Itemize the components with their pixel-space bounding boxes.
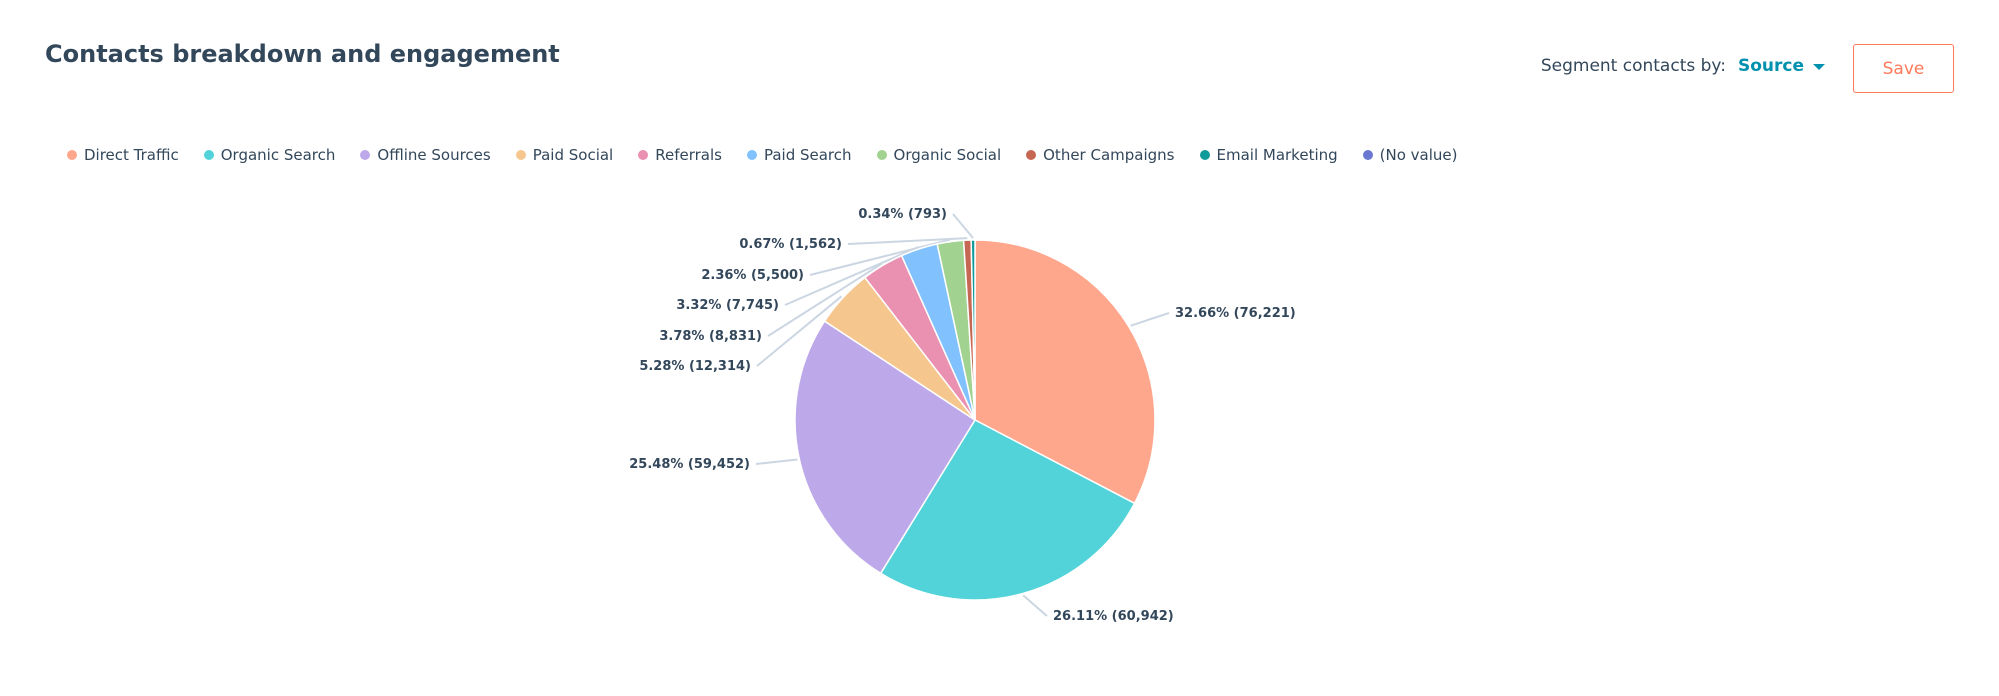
data-label-organic-search: 26.11% (60,942): [1053, 609, 1174, 624]
segment-label: Segment contacts by:: [1540, 56, 1726, 76]
legend-swatch: [1026, 150, 1037, 160]
chart-legend: Direct Traffic Organic Search Offline Sour…: [67, 146, 1483, 164]
legend-label: Organic Social: [893, 146, 1002, 164]
legend-label: Organic Search: [220, 146, 336, 164]
pie-slice-offline-sources[interactable]: [794, 320, 977, 575]
save-button[interactable]: Save: [1853, 44, 1954, 93]
data-label-direct-traffic: 32.66% (76,221): [1175, 306, 1296, 321]
data-label-offline-sources: 25.48% (59,452): [629, 457, 750, 472]
segment-dropdown[interactable]: Source: [1738, 56, 1825, 76]
legend-label: Paid Social: [532, 146, 614, 164]
legend-label: Other Campaigns: [1043, 146, 1175, 164]
legend-item-other-campaigns[interactable]: Other Campaigns: [1026, 146, 1175, 164]
segment-control: Segment contacts by: Source: [1541, 56, 1825, 76]
segment-dropdown-value[interactable]: Source: [1737, 56, 1804, 76]
legend-swatch: [876, 150, 887, 160]
data-label-email-marketing: 0.34% (793): [858, 207, 947, 222]
leader-line: [952, 213, 974, 239]
page-title: Contacts breakdown and engagement: [45, 40, 560, 68]
data-label-paid-social: 5.28% (12,314): [639, 359, 751, 374]
data-label-referrals: 3.78% (8,831): [659, 329, 762, 344]
legend-label: (No value): [1379, 146, 1458, 164]
legend-item-organic-social[interactable]: Organic Social: [876, 146, 1002, 164]
legend-label: Offline Sources: [377, 146, 491, 164]
legend-item-offline-sources[interactable]: Offline Sources: [360, 146, 491, 164]
pie-slice-organic-search[interactable]: [879, 419, 1136, 601]
legend-swatch: [1362, 150, 1373, 160]
leader-line: [784, 246, 919, 306]
legend-label: Email Marketing: [1216, 146, 1338, 164]
legend-swatch: [638, 150, 649, 160]
caret-down-icon[interactable]: [1813, 64, 1825, 70]
leader-line: [1022, 594, 1048, 617]
leader-line: [755, 458, 798, 465]
leader-line: [1130, 312, 1170, 327]
legend-item-organic-search[interactable]: Organic Search: [203, 146, 336, 164]
legend-swatch: [1199, 150, 1210, 160]
legend-item-paid-social[interactable]: Paid Social: [515, 146, 614, 164]
legend-item-email-marketing[interactable]: Email Marketing: [1199, 146, 1338, 164]
legend-item-direct-traffic[interactable]: Direct Traffic: [67, 146, 179, 164]
data-label-organic-social: 2.36% (5,500): [701, 268, 804, 283]
legend-swatch: [203, 150, 214, 160]
legend-swatch: [515, 150, 526, 160]
leader-line: [809, 238, 951, 276]
leader-line: [767, 262, 883, 337]
legend-item-no-value[interactable]: (No value): [1362, 146, 1458, 164]
leader-line: [847, 237, 968, 245]
legend-label: Direct Traffic: [84, 146, 179, 164]
legend-item-paid-search[interactable]: Paid Search: [746, 146, 852, 164]
legend-swatch: [360, 150, 371, 160]
pie-slice-email-marketing[interactable]: [970, 239, 976, 421]
leader-line: [756, 295, 843, 367]
data-label-other-campaigns: 0.67% (1,562): [739, 237, 842, 252]
legend-label: Referrals: [655, 146, 722, 164]
legend-swatch: [746, 150, 757, 160]
data-label-paid-search: 3.32% (7,745): [676, 298, 779, 313]
pie-slice-direct-traffic[interactable]: [974, 239, 1156, 505]
legend-swatch: [67, 150, 77, 160]
legend-item-referrals[interactable]: Referrals: [638, 146, 722, 164]
legend-label: Paid Search: [763, 146, 852, 164]
